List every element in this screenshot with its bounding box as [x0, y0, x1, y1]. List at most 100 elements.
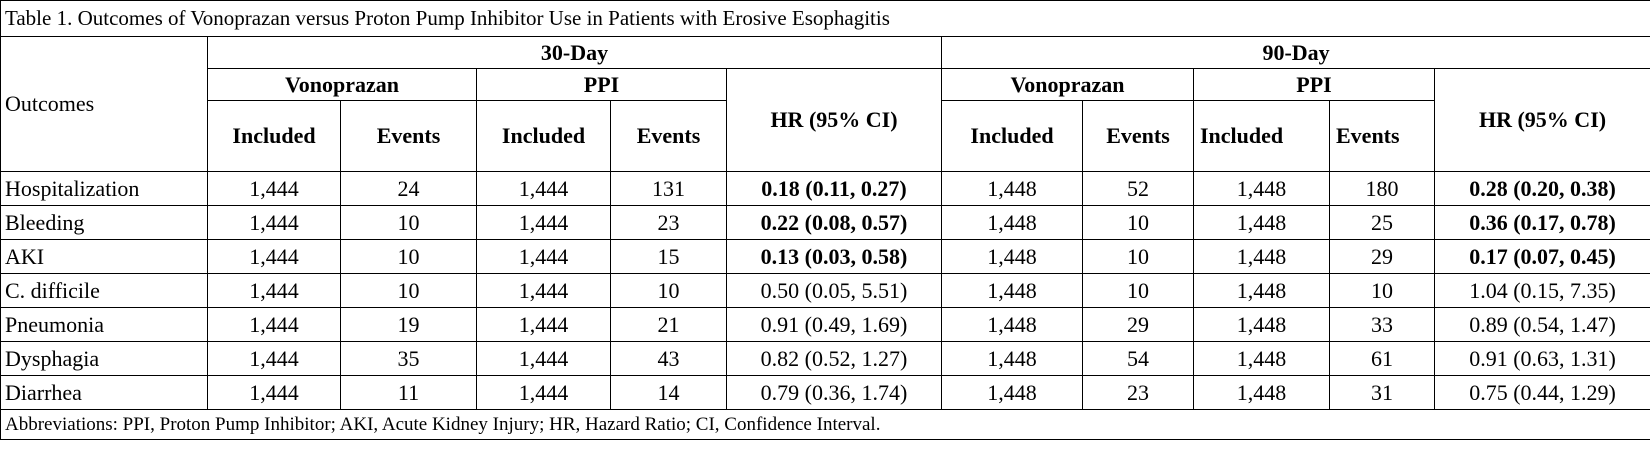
count-cell: 1,448: [941, 375, 1083, 410]
count-cell: 19: [340, 307, 477, 342]
hr-header: HR (95% CI): [1433, 68, 1650, 172]
arm-header: PPI: [476, 68, 727, 101]
count-cell: 1,448: [1193, 205, 1330, 240]
count-cell: 10: [340, 273, 477, 308]
period-header: 90-Day: [940, 36, 1650, 69]
count-cell: 35: [340, 341, 477, 376]
hr-cell: 0.75 (0.44, 1.29): [1433, 375, 1650, 410]
count-cell: 23: [1082, 375, 1194, 410]
hr-header: HR (95% CI): [726, 68, 942, 172]
count-cell: 1,448: [941, 171, 1083, 206]
count-cell: 33: [1329, 307, 1435, 342]
count-cell: 1,448: [1193, 239, 1330, 274]
outcome-cell: Pneumonia: [0, 307, 208, 342]
count-cell: 23: [610, 205, 727, 240]
hr-cell: 0.22 (0.08, 0.57): [726, 205, 942, 240]
table-row: Hospitalization 1,444 24 1,444 131 0.18 (0.11…: [0, 171, 1650, 206]
count-cell: 1,444: [207, 341, 341, 376]
footnote: Abbreviations: PPI, Proton Pump Inhibito…: [0, 409, 1650, 440]
table-row: Bleeding 1,444 10 1,444 23 0.22 (0.08, 0.57) 1…: [0, 205, 1650, 240]
count-cell: 1,444: [476, 307, 611, 342]
count-cell: 15: [610, 239, 727, 274]
table-row: AKI 1,444 10 1,444 15 0.13 (0.03, 0.58) 1,448 1…: [0, 239, 1650, 274]
count-cell: 10: [1082, 205, 1194, 240]
count-cell: 1,448: [941, 239, 1083, 274]
count-cell: 1,448: [1193, 171, 1330, 206]
column-header: Events: [1082, 100, 1194, 172]
count-cell: 10: [1082, 239, 1194, 274]
arm-header: Vonoprazan: [941, 68, 1194, 101]
hr-cell: 0.13 (0.03, 0.58): [726, 239, 942, 274]
count-cell: 10: [610, 273, 727, 308]
count-cell: 25: [1329, 205, 1435, 240]
table-row: Diarrhea 1,444 11 1,444 14 0.79 (0.36, 1.74) 1…: [0, 375, 1650, 410]
column-header: Events: [340, 100, 477, 172]
count-cell: 29: [1329, 239, 1435, 274]
column-header: Included: [941, 100, 1083, 172]
hr-cell: 0.50 (0.05, 5.51): [726, 273, 942, 308]
results-table: Table 1. Outcomes of Vonoprazan versus P…: [0, 0, 1650, 440]
count-cell: 1,448: [1193, 307, 1330, 342]
count-cell: 1,448: [941, 205, 1083, 240]
hr-cell: 0.18 (0.11, 0.27): [726, 171, 942, 206]
hr-cell: 0.89 (0.54, 1.47): [1433, 307, 1650, 342]
hr-cell: 1.04 (0.15, 7.35): [1433, 273, 1650, 308]
hr-cell: 0.28 (0.20, 0.38): [1433, 171, 1650, 206]
count-cell: 1,448: [1193, 273, 1330, 308]
hr-cell: 0.91 (0.63, 1.31): [1433, 341, 1650, 376]
count-cell: 1,444: [476, 205, 611, 240]
outcome-cell: Hospitalization: [0, 171, 208, 206]
count-cell: 61: [1329, 341, 1435, 376]
count-cell: 1,444: [476, 273, 611, 308]
count-cell: 1,448: [941, 341, 1083, 376]
count-cell: 1,448: [1193, 341, 1330, 376]
count-cell: 1,444: [476, 171, 611, 206]
hr-cell: 0.82 (0.52, 1.27): [726, 341, 942, 376]
count-cell: 1,444: [476, 375, 611, 410]
column-header: Included: [476, 100, 611, 172]
outcome-cell: C. difficile: [0, 273, 208, 308]
table-body: Hospitalization 1,444 24 1,444 131 0.18 (0.11…: [0, 171, 1650, 410]
count-cell: 1,444: [476, 239, 611, 274]
count-cell: 11: [340, 375, 477, 410]
count-cell: 21: [610, 307, 727, 342]
count-cell: 1,444: [207, 273, 341, 308]
column-header: Included: [1193, 100, 1330, 172]
count-cell: 10: [340, 239, 477, 274]
count-cell: 1,448: [1193, 375, 1330, 410]
count-cell: 1,444: [207, 205, 341, 240]
count-cell: 131: [610, 171, 727, 206]
count-cell: 31: [1329, 375, 1435, 410]
table-row: Pneumonia 1,444 19 1,444 21 0.91 (0.49, 1.69)…: [0, 307, 1650, 342]
outcome-cell: Diarrhea: [0, 375, 208, 410]
count-cell: 10: [1329, 273, 1435, 308]
hr-cell: 0.17 (0.07, 0.45): [1433, 239, 1650, 274]
count-cell: 43: [610, 341, 727, 376]
count-cell: 1,444: [207, 239, 341, 274]
table-row: C. difficile 1,444 10 1,444 10 0.50 (0.05, 5.…: [0, 273, 1650, 308]
hr-cell: 0.91 (0.49, 1.69): [726, 307, 942, 342]
arm-header: Vonoprazan: [207, 68, 477, 101]
outcome-cell: Bleeding: [0, 205, 208, 240]
row-header: Outcomes: [0, 36, 208, 172]
count-cell: 1,448: [941, 273, 1083, 308]
outcome-cell: Dysphagia: [0, 341, 208, 376]
count-cell: 29: [1082, 307, 1194, 342]
column-header: Events: [1329, 100, 1435, 172]
count-cell: 24: [340, 171, 477, 206]
count-cell: 1,444: [207, 375, 341, 410]
count-cell: 10: [1082, 273, 1194, 308]
column-header: Included: [207, 100, 341, 172]
table-title: Table 1. Outcomes of Vonoprazan versus P…: [0, 0, 1650, 37]
outcome-cell: AKI: [0, 239, 208, 274]
count-cell: 52: [1082, 171, 1194, 206]
table-row: Dysphagia 1,444 35 1,444 43 0.82 (0.52, 1.27)…: [0, 341, 1650, 376]
count-cell: 1,444: [207, 171, 341, 206]
count-cell: 1,444: [476, 341, 611, 376]
hr-cell: 0.36 (0.17, 0.78): [1433, 205, 1650, 240]
count-cell: 14: [610, 375, 727, 410]
count-cell: 10: [340, 205, 477, 240]
period-header: 30-Day: [207, 36, 942, 69]
count-cell: 180: [1329, 171, 1435, 206]
count-cell: 54: [1082, 341, 1194, 376]
